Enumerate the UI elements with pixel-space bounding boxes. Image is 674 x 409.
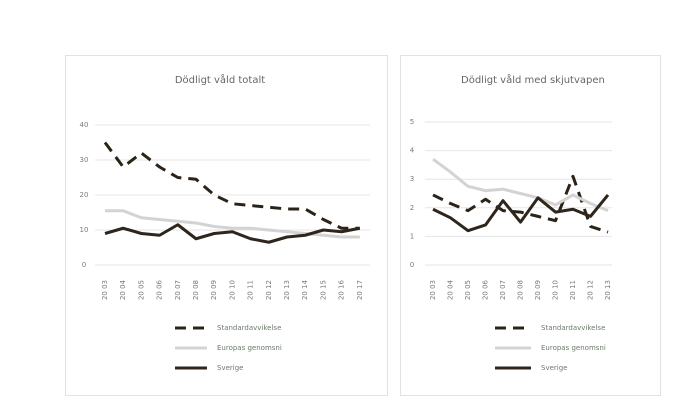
x-tick-label: 20 08 [192,280,200,300]
series-line [103,141,360,230]
y-tick-label: 3 [410,175,414,183]
chart: Dödligt våld totalt 0 10 20 30 40 20 03 20 04 20… [80,73,370,372]
y-tick-label: 4 [410,147,415,155]
series-line [105,209,360,239]
y-tick-label: 0 [410,261,414,269]
y-tick-label: 20 [80,191,89,199]
y-tick-label: 0 [82,261,86,269]
x-tick-label: 20 12 [265,280,273,300]
series-line [432,157,609,213]
x-tick-label: 20 10 [228,280,236,300]
legend-label: Europas genomsni [217,344,282,352]
x-tick-label: 20 05 [137,280,145,300]
x-tick-label: 20 13 [283,280,291,300]
x-tick-label: 20 11 [569,280,577,300]
x-tick-label: 20 16 [338,279,346,300]
x-tick-label: 20 06 [482,279,490,300]
x-tick-label: 20 13 [604,280,612,300]
x-tick-label: 20 12 [587,280,595,300]
x-tick-label: 20 09 [210,280,218,300]
y-tick-label: 2 [410,204,414,212]
x-tick-label: 20 14 [301,279,309,300]
x-tick-label: 20 07 [499,280,507,300]
x-tick-label: 20 04 [447,279,455,300]
legend-label: Standardavvikelse [217,324,281,332]
x-tick-label: 20 03 [429,280,437,300]
legend-label: Sverige [541,364,567,372]
x-tick-label: 20 06 [156,279,164,300]
y-tick-label: 1 [410,232,414,240]
x-tick-label: 20 05 [464,280,472,300]
series-line [104,223,361,244]
y-tick-label: 10 [80,226,89,234]
legend-label: Sverige [217,364,243,372]
x-tick-label: 20 04 [119,279,127,300]
x-tick-label: 20 08 [517,280,525,300]
chart-title: Dödligt våld med skjutvapen [461,73,605,86]
x-tick-label: 20 10 [552,280,560,300]
x-tick-label: 20 11 [247,280,255,300]
legend-label: Europas genomsni [541,344,606,352]
chart-title: Dödligt våld totalt [175,73,265,86]
x-tick-label: 20 09 [534,280,542,300]
chart-card [400,55,661,396]
y-tick-label: 30 [80,156,89,164]
y-tick-label: 40 [80,121,89,129]
x-tick-label: 20 15 [319,280,327,300]
x-tick-label: 20 17 [356,280,364,300]
series-line [432,193,610,233]
legend-label: Standardavvikelse [541,324,605,332]
chart: Dödligt våld med skjutvapen 0 1 2 3 4 5 20 03 20… [410,73,612,372]
x-tick-label: 20 03 [101,280,109,300]
x-tick-label: 20 07 [174,280,182,300]
y-tick-label: 5 [410,118,414,126]
series-line [432,174,609,234]
chart-card [65,55,388,396]
